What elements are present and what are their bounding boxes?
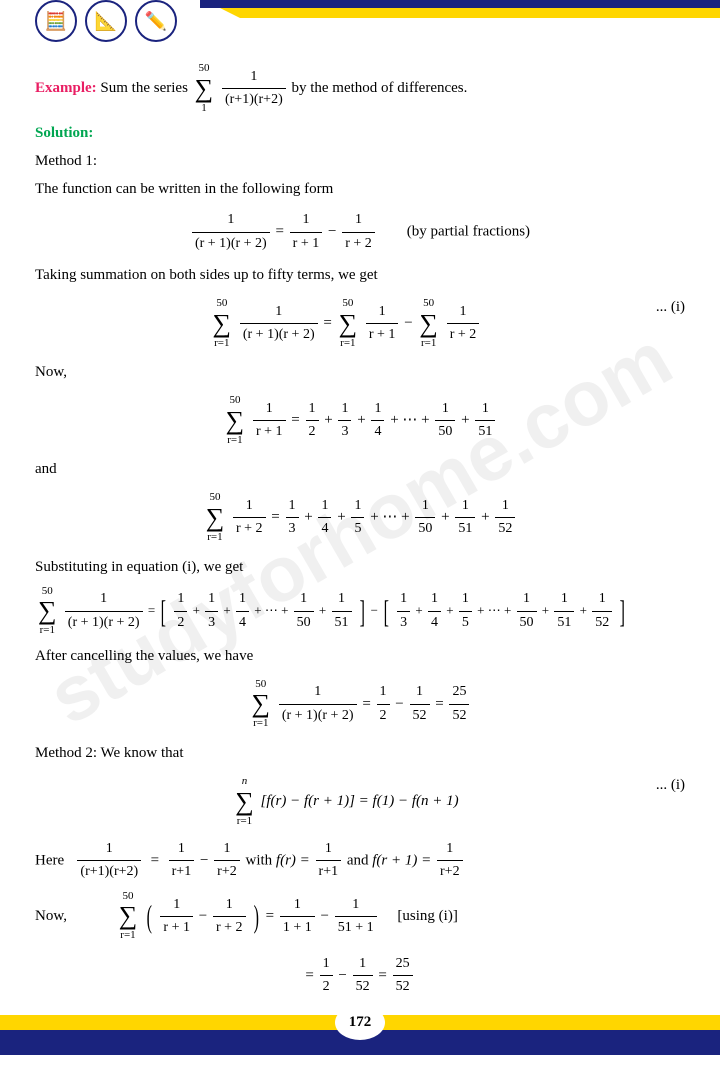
equation: n∑r=1 [f(r) − f(r + 1)] = f(1) − f(n + 1… [35,773,685,830]
text-line: Taking summation on both sides up to fif… [35,263,685,287]
equation: 50∑r=1 1(r + 1)(r + 2) = 50∑r=1 1r + 1 −… [35,295,685,352]
equation: 50∑r=1 1r + 1 = 12 + 13 + 14 + ⋯ + 150 +… [35,392,685,449]
equation: = 12 − 152 = 2552 [35,953,685,999]
equation: Now, 50∑r=1 ( 1r + 1 − 1r + 2 ) = 11 + 1… [35,888,685,945]
method1-label: Method 1: [35,149,685,173]
example-label: Example: [35,80,97,96]
text-line: Here 1(r+1)(r+2) = 1r+1 − 1r+2 with f(r)… [35,838,685,884]
header-icons: 🧮 📐 ✏️ [35,0,177,42]
solution-label: Solution: [35,125,93,141]
text-line: The function can be written in the follo… [35,177,685,201]
equation: 50∑r=1 1(r + 1)(r + 2) = [ 12 + 13 + 14 … [35,583,685,640]
ruler-icon: 📐 [85,0,127,42]
equation: 1(r + 1)(r + 2) = 1r + 1 − 1r + 2 (by pa… [35,209,685,255]
page-number: 172 [335,1005,385,1040]
sigma-icon: 50∑1 [195,60,214,117]
method2-label: Method 2: We know that [35,741,685,765]
equation: 50∑r=1 1r + 2 = 13 + 14 + 15 + ⋯ + 150 +… [35,489,685,546]
example-line: Example: Sum the series 50∑1 1(r+1)(r+2)… [35,60,685,117]
calculator-icon: 🧮 [35,0,77,42]
page-content: Example: Sum the series 50∑1 1(r+1)(r+2)… [35,60,685,999]
equation: 50∑r=1 1(r + 1)(r + 2) = 12 − 152 = 2552 [35,676,685,733]
compass-icon: ✏️ [135,0,177,42]
